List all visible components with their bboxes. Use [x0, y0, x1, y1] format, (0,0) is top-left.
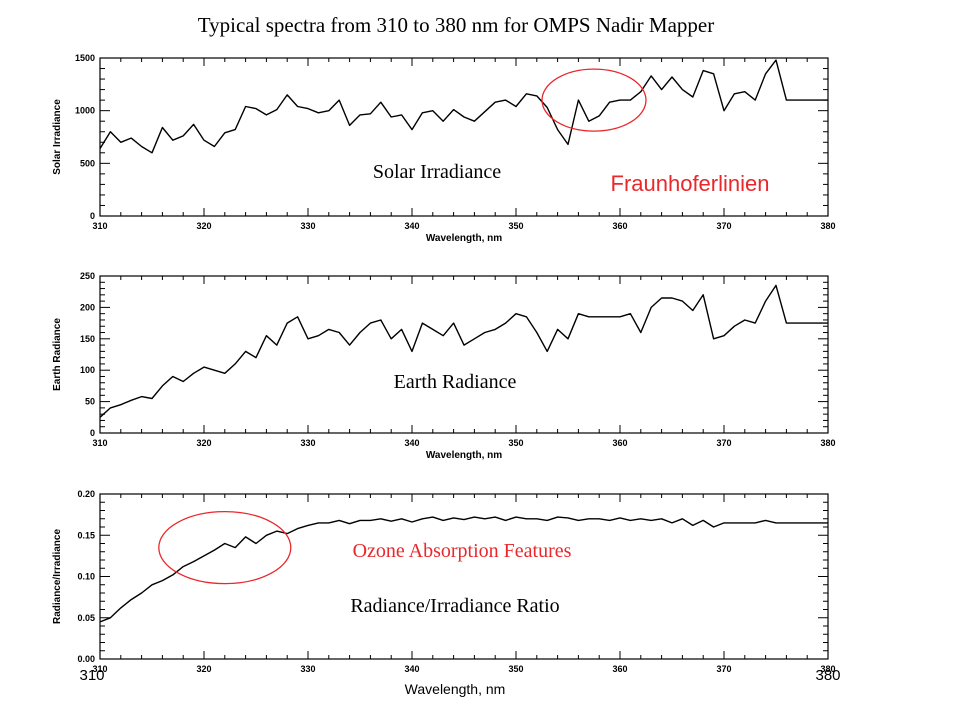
- solar-irradiance-annotation-label: Fraunhoferlinien: [611, 171, 770, 196]
- earth-radiance-x-axis-label: Wavelength, nm: [426, 450, 502, 461]
- solar-irradiance-panel: 310 320 330 340 350 360 370 380 0 500 1000 1500 Wave…: [52, 53, 836, 244]
- solar-irradiance-x-tick-label: 310: [92, 221, 107, 231]
- ratio-y-tick-label: 0.15: [77, 530, 95, 540]
- ratio-y-axis-label: Radiance/Irradiance: [52, 529, 63, 624]
- solar-irradiance-series-line: [99, 59, 828, 154]
- earth-radiance-plot-frame: [99, 275, 829, 434]
- earth-radiance-y-tick-label: 150: [80, 334, 95, 344]
- solar-irradiance-y-tick-label: 1000: [75, 106, 95, 116]
- solar-irradiance-y-tick-label: 500: [80, 158, 95, 168]
- earth-radiance-series-line: [99, 284, 828, 418]
- ratio-y-tick-label: 0.10: [77, 572, 95, 582]
- ratio-y-tick-label: 0.05: [77, 613, 95, 623]
- ratio-x-tick-label: 310: [92, 664, 107, 674]
- solar-irradiance-inset-label: Solar Irradiance: [373, 161, 501, 183]
- earth-radiance-y-tick-label: 200: [80, 302, 95, 312]
- solar-irradiance-annotation-ellipse: [541, 68, 647, 132]
- earth-radiance-x-tick-label: 320: [196, 438, 211, 448]
- ratio-x-tick-label: 360: [612, 664, 627, 674]
- solar-irradiance-x-axis-label: Wavelength, nm: [426, 233, 502, 244]
- ratio-annotation-label: Ozone Absorption Features: [353, 540, 572, 562]
- earth-radiance-y-axis-label: Earth Radiance: [52, 318, 63, 391]
- ratio-x-tick-label: 370: [716, 664, 731, 674]
- earth-radiance-inset-label: Earth Radiance: [394, 371, 517, 393]
- ratio-x-tick-label: 320: [196, 664, 211, 674]
- earth-radiance-x-tick-label: 350: [508, 438, 523, 448]
- solar-irradiance-x-tick-label: 370: [716, 221, 731, 231]
- earth-radiance-x-tick-label: 360: [612, 438, 627, 448]
- earth-radiance-y-tick-label: 0: [90, 428, 95, 438]
- earth-radiance-y-tick-label: 100: [80, 365, 95, 375]
- figure-title: Typical spectra from 310 to 380 nm for O…: [198, 13, 714, 37]
- solar-irradiance-y-axis-label: Solar Irradiance: [52, 99, 63, 175]
- footer-xmax-label: 380: [815, 667, 840, 684]
- ratio-x-tick-label: 380: [820, 664, 835, 674]
- earth-radiance-x-tick-label: 330: [300, 438, 315, 448]
- ratio-y-tick-label: 0.20: [77, 489, 95, 499]
- ratio-x-tick-label: 330: [300, 664, 315, 674]
- solar-irradiance-y-tick-label: 0: [90, 211, 95, 221]
- earth-radiance-x-tick-label: 340: [404, 438, 419, 448]
- ratio-plot-frame: [99, 493, 829, 660]
- ratio-x-tick-label: 340: [404, 664, 419, 674]
- ratio-series-line: [99, 516, 828, 623]
- solar-irradiance-y-tick-label: 1500: [75, 53, 95, 63]
- solar-irradiance-x-tick-label: 320: [196, 221, 211, 231]
- earth-radiance-y-tick-label: 50: [85, 397, 95, 407]
- earth-radiance-x-tick-label: 370: [716, 438, 731, 448]
- footer-xmin-label: 310: [79, 667, 104, 684]
- footer-x-axis-label: Wavelength, nm: [405, 681, 506, 697]
- solar-irradiance-x-tick-label: 330: [300, 221, 315, 231]
- earth-radiance-x-tick-label: 310: [92, 438, 107, 448]
- earth-radiance-panel: 310 320 330 340 350 360 370 380 0 50 100 150 200 250 W…: [52, 271, 836, 461]
- solar-irradiance-x-tick-label: 380: [820, 221, 835, 231]
- ratio-panel: 310 320 330 340 350 360 370 380 0.00 0.05 0.10 0.15…: [52, 489, 836, 674]
- ratio-y-tick-label: 0.00: [77, 654, 95, 664]
- ratio-x-tick-label: 350: [508, 664, 523, 674]
- solar-irradiance-x-tick-label: 350: [508, 221, 523, 231]
- solar-irradiance-plot-frame: [99, 57, 829, 217]
- earth-radiance-y-tick-label: 250: [80, 271, 95, 281]
- solar-irradiance-x-tick-label: 340: [404, 221, 419, 231]
- earth-radiance-x-tick-label: 380: [820, 438, 835, 448]
- ratio-inset-label: Radiance/Irradiance Ratio: [350, 595, 559, 617]
- ratio-annotation-ellipse: [158, 510, 292, 585]
- solar-irradiance-x-tick-label: 360: [612, 221, 627, 231]
